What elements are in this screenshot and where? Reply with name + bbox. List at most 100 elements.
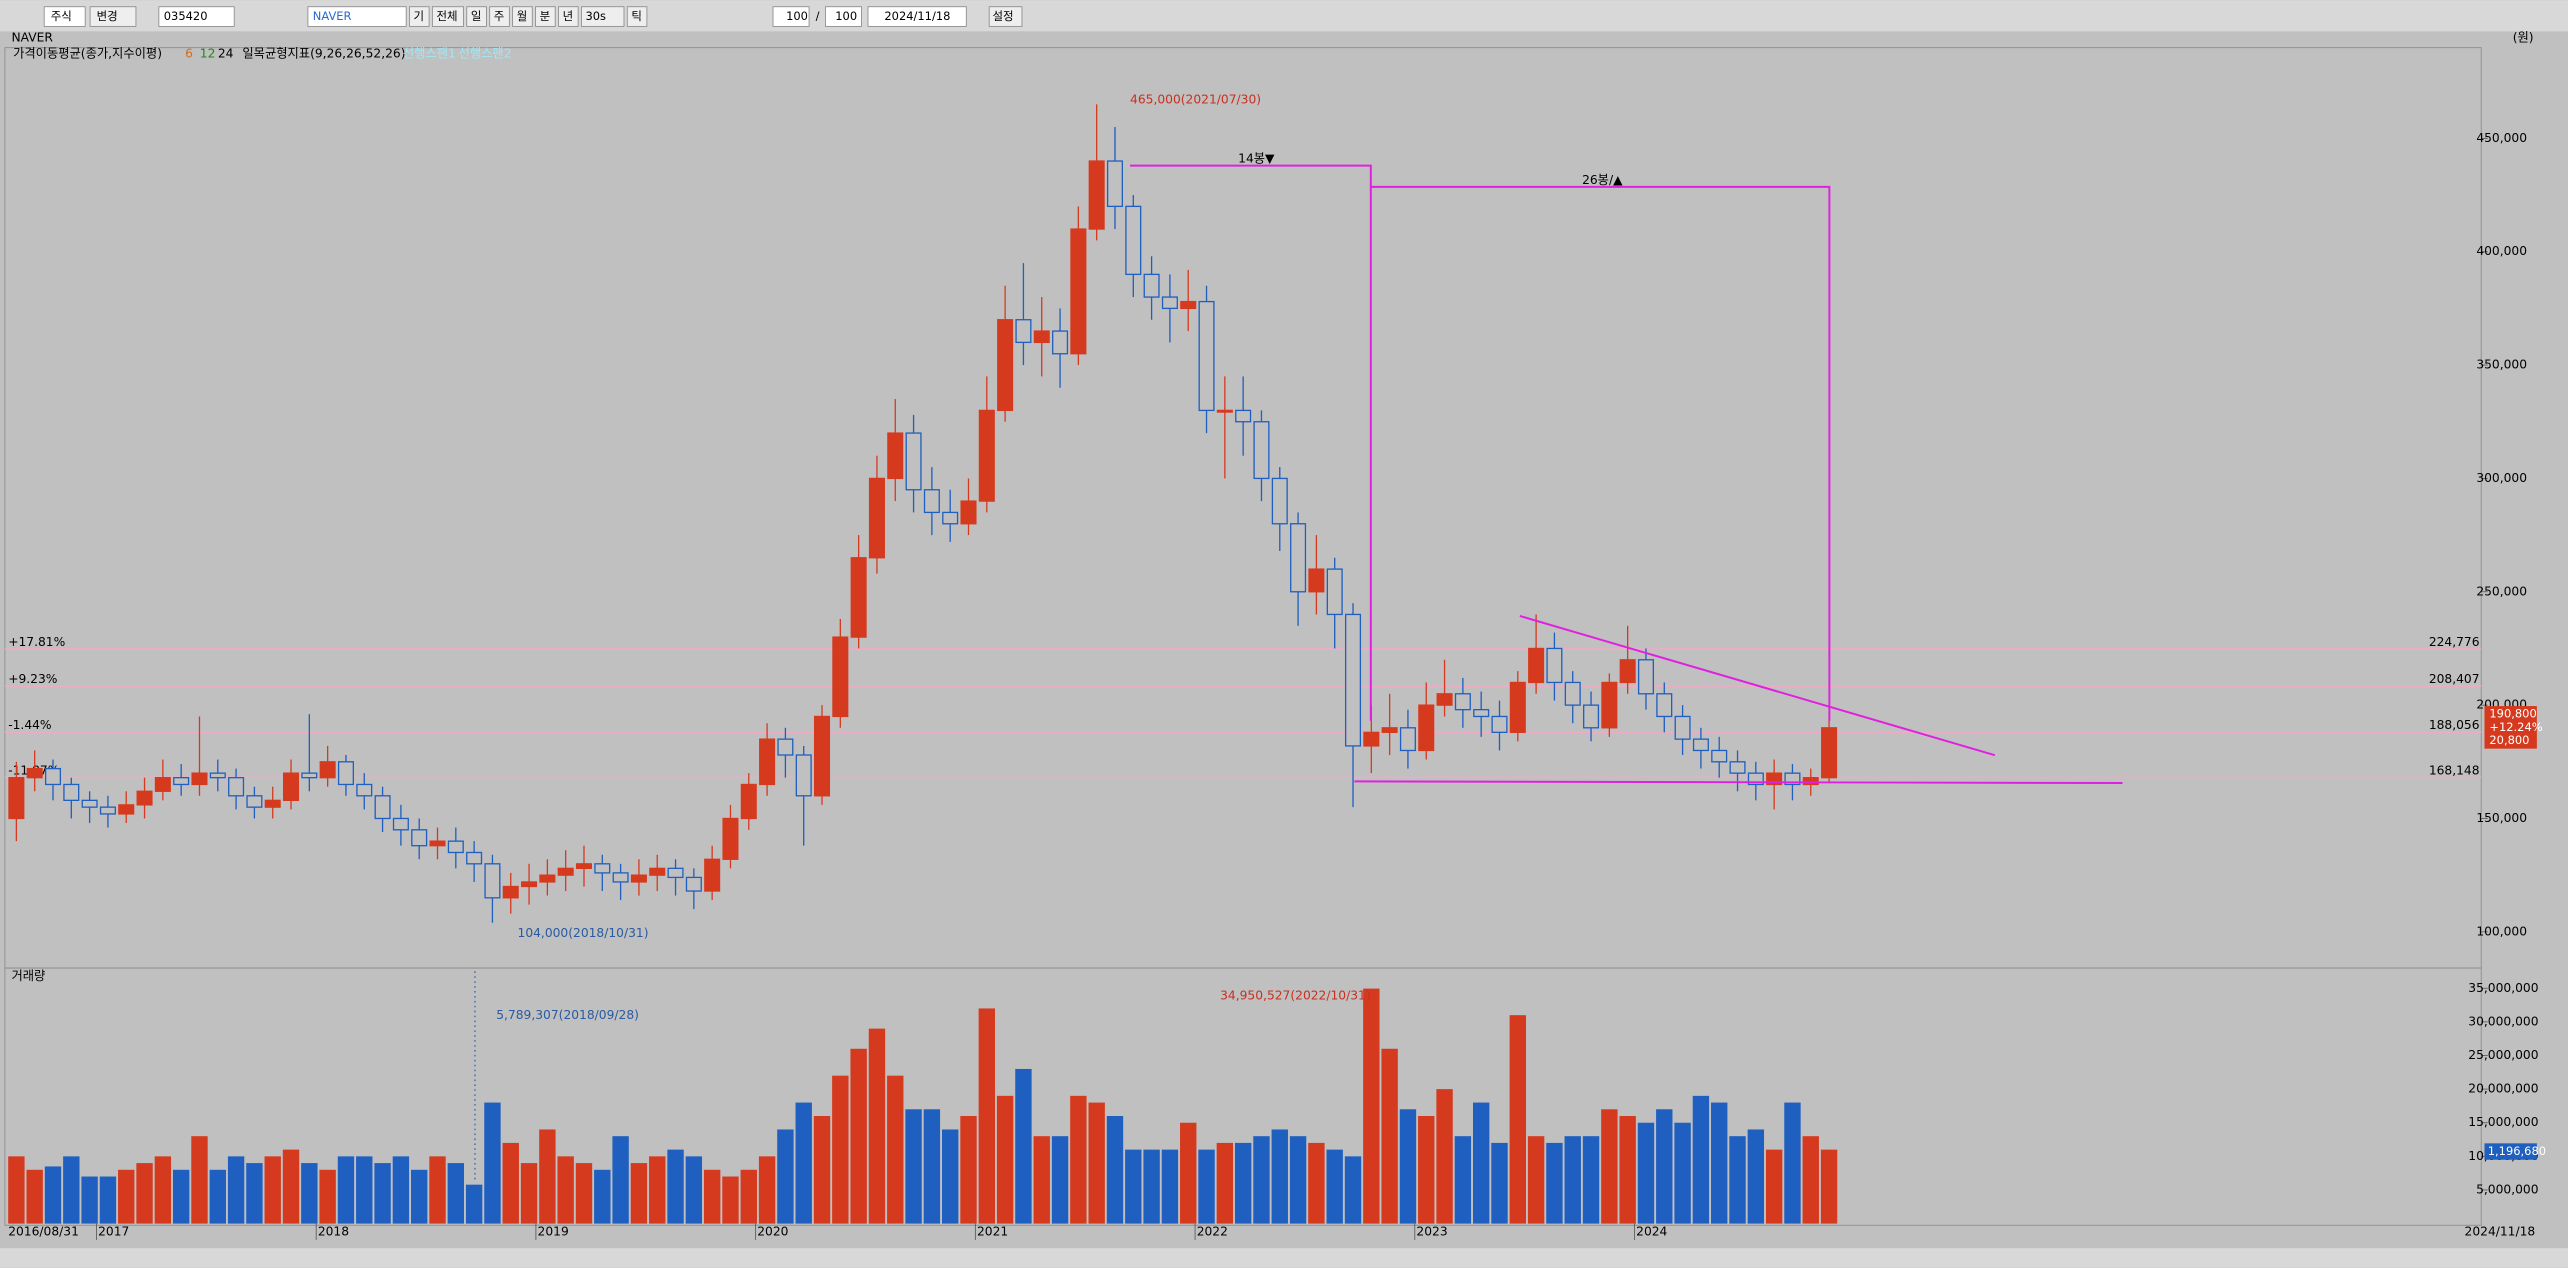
candle-body: [722, 817, 739, 860]
y-tick-label: 25,000,000: [2468, 1048, 2538, 1062]
candle-body: [740, 783, 757, 820]
volume-bar: [8, 1156, 25, 1224]
level-label: +9.23%: [8, 672, 57, 686]
volume-bar: [1363, 988, 1380, 1224]
period-button[interactable]: [512, 6, 533, 27]
plot: 100,000150,000200,000250,000300,000350,0…: [4, 104, 2539, 1240]
volume-bar: [447, 1163, 465, 1224]
x-tick-label: 2023: [1416, 1224, 1447, 1238]
y-tick-label: 5,000,000: [2476, 1182, 2538, 1196]
period-label: 년: [563, 9, 574, 23]
candle-body: [1125, 205, 1142, 276]
change: 변경: [97, 9, 118, 23]
volume-bar: [1143, 1149, 1160, 1224]
period-button[interactable]: [489, 6, 510, 27]
volume-max-annotation: 34,950,527(2022/10/31): [1220, 988, 1371, 1002]
period-button[interactable]: [558, 6, 579, 27]
volume-bar: [868, 1028, 886, 1224]
candle-body: [283, 772, 300, 801]
candle-body: [484, 863, 501, 899]
y-tick-label: 150,000: [2476, 811, 2527, 825]
volume-bar: [557, 1156, 574, 1224]
period-label: 월: [517, 9, 528, 23]
volume-bar: [539, 1129, 556, 1224]
volume-bar: [1747, 1129, 1765, 1224]
period-button[interactable]: [466, 6, 487, 27]
volume-bar: [1436, 1089, 1453, 1224]
legend: 가격이동평균(종가,지수이평) 6 12 24 일목균형지표(9,26,26,5…: [13, 46, 511, 61]
settings: 설정: [992, 9, 1013, 23]
count-box-1: [1130, 164, 1372, 721]
trend-line: [1519, 615, 1996, 757]
x-tick-label: 2020: [757, 1224, 788, 1238]
candle-body: [1766, 772, 1783, 786]
date-input[interactable]: [867, 6, 967, 27]
level-value: 208,407: [2429, 672, 2480, 686]
candle-body: [1784, 772, 1801, 786]
period-label: 일: [471, 9, 482, 23]
candle-body: [868, 477, 885, 559]
x-tick-label: 2019: [538, 1224, 569, 1238]
volume-bar: [1033, 1136, 1050, 1224]
candle-body: [1399, 727, 1416, 752]
period-button[interactable]: [580, 6, 625, 27]
volume-bar: [319, 1169, 336, 1224]
volume-bar: [99, 1176, 117, 1224]
volume-bar: [484, 1102, 501, 1224]
level-value: 168,148: [2429, 763, 2480, 777]
candle-body: [649, 867, 666, 876]
candle-body: [1344, 613, 1362, 747]
volume-bar: [337, 1156, 355, 1224]
candle-body: [594, 863, 611, 874]
volume-bar: [1582, 1136, 1600, 1224]
candle-body: [1802, 777, 1819, 786]
volume-bar: [667, 1149, 684, 1224]
candle-body: [1015, 319, 1032, 344]
volume-bar: [63, 1156, 80, 1224]
volume-bar: [301, 1163, 318, 1224]
last-change: 20,800: [2489, 733, 2529, 747]
change-button[interactable]: [89, 6, 137, 27]
stock-name: NAVER: [313, 9, 352, 23]
candle-body: [997, 319, 1014, 412]
market-select[interactable]: [43, 6, 86, 27]
legend-ma: 가격이동평균(종가,지수이평): [13, 47, 162, 61]
volume-bar: [411, 1169, 428, 1224]
y-tick-label: 35,000,000: [2468, 981, 2538, 995]
period-button[interactable]: [409, 6, 430, 27]
count2: 100: [835, 9, 857, 23]
volume-bar: [996, 1095, 1014, 1224]
settings-button[interactable]: [988, 6, 1023, 27]
volume-bar: [1308, 1142, 1325, 1224]
period-button[interactable]: [535, 6, 556, 27]
candle-body: [1473, 709, 1490, 718]
candle-body: [44, 767, 62, 786]
name-box: [307, 6, 407, 27]
code: 035420: [164, 9, 208, 23]
count2-input[interactable]: [825, 6, 862, 27]
separator: /: [816, 9, 820, 23]
candle-body: [813, 715, 831, 797]
period-button[interactable]: [431, 6, 464, 27]
volume-bar: [465, 1184, 483, 1224]
count-input[interactable]: [772, 6, 810, 27]
legend-ichimoku: 일목균형지표(9,26,26,52,26): [242, 47, 405, 61]
candle-body: [99, 806, 116, 815]
volume-bar: [1802, 1136, 1819, 1224]
volume-bar: [740, 1169, 757, 1224]
candle-body: [1381, 727, 1398, 733]
candle-body: [1546, 647, 1563, 684]
candle-body: [1747, 772, 1764, 786]
candle-body: [1106, 160, 1124, 208]
period-button[interactable]: [626, 6, 648, 27]
code-input[interactable]: [158, 6, 235, 27]
candle-body: [887, 432, 904, 480]
volume-bar: [1656, 1109, 1673, 1224]
x-start-label: 2016/08/31: [8, 1224, 79, 1238]
candle-body: [667, 867, 684, 879]
last-price: 190,800: [2489, 707, 2536, 721]
candle-body: [136, 790, 153, 806]
candle-body: [173, 777, 190, 786]
status-bar: [0, 1248, 2568, 1268]
